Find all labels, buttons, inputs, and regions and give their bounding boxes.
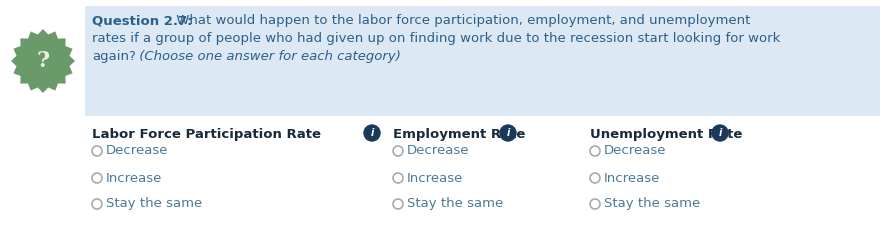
FancyBboxPatch shape bbox=[85, 6, 880, 116]
Text: Decrease: Decrease bbox=[407, 144, 470, 157]
Text: rates if a group of people who had given up on finding work due to the recession: rates if a group of people who had given… bbox=[92, 32, 781, 45]
Text: i: i bbox=[370, 128, 374, 138]
Text: ?: ? bbox=[36, 50, 50, 72]
Circle shape bbox=[712, 125, 728, 141]
Circle shape bbox=[500, 125, 516, 141]
Text: Decrease: Decrease bbox=[106, 144, 169, 157]
Text: i: i bbox=[506, 128, 510, 138]
Text: Stay the same: Stay the same bbox=[106, 198, 202, 211]
Text: Question 2.7:: Question 2.7: bbox=[92, 14, 193, 27]
Text: Employment Rate: Employment Rate bbox=[393, 128, 526, 141]
Text: i: i bbox=[718, 128, 722, 138]
Circle shape bbox=[364, 125, 380, 141]
Text: Labor Force Participation Rate: Labor Force Participation Rate bbox=[92, 128, 321, 141]
Text: Stay the same: Stay the same bbox=[604, 198, 701, 211]
Polygon shape bbox=[11, 29, 75, 93]
Text: Increase: Increase bbox=[604, 171, 661, 184]
Text: Decrease: Decrease bbox=[604, 144, 667, 157]
Text: (Choose one answer for each category): (Choose one answer for each category) bbox=[135, 50, 400, 63]
Text: Increase: Increase bbox=[106, 171, 163, 184]
Text: again?: again? bbox=[92, 50, 136, 63]
Text: Increase: Increase bbox=[407, 171, 464, 184]
Text: Unemployment Rate: Unemployment Rate bbox=[590, 128, 742, 141]
Text: What would happen to the labor force participation, employment, and unemployment: What would happen to the labor force par… bbox=[172, 14, 750, 27]
Text: Stay the same: Stay the same bbox=[407, 198, 503, 211]
